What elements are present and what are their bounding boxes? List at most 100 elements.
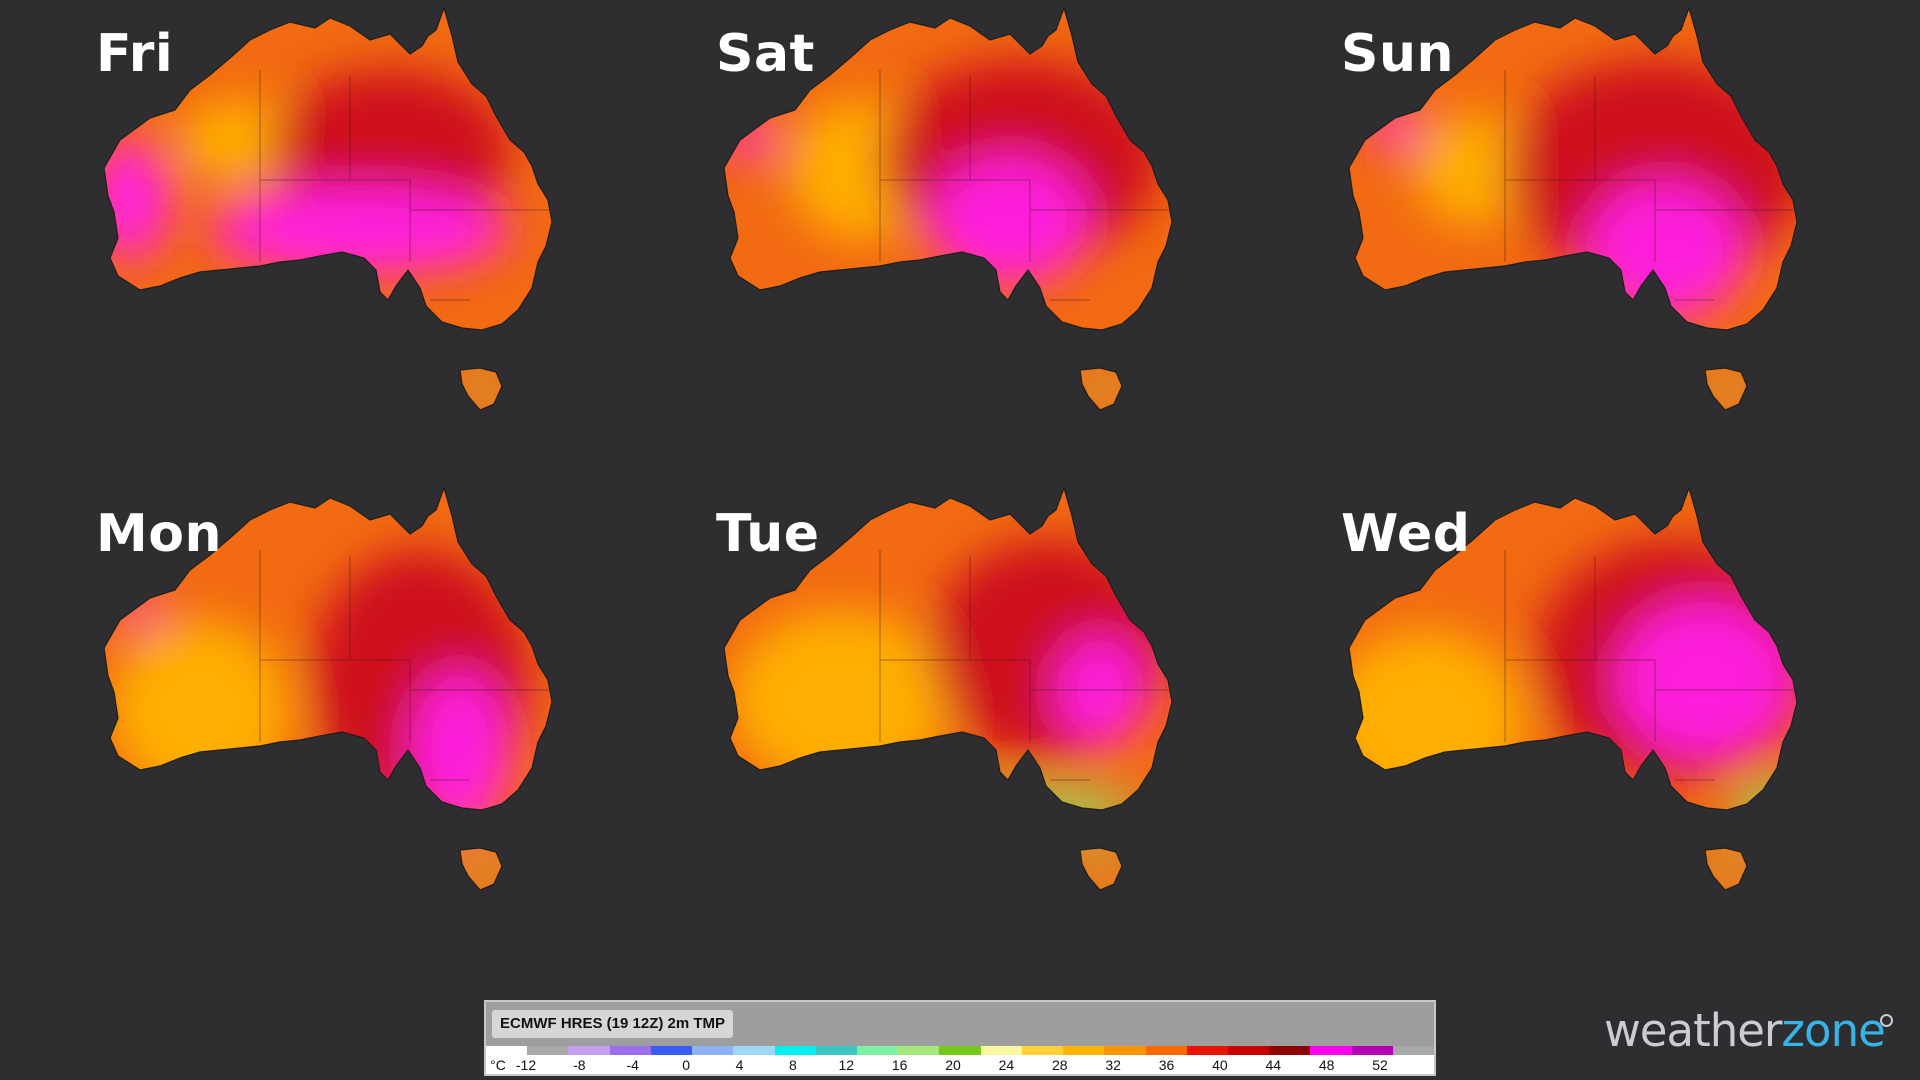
legend-swatches	[486, 1046, 1435, 1055]
legend-swatch	[692, 1046, 734, 1055]
coastline	[1348, 486, 1798, 891]
legend-tick-label: 16	[891, 1057, 908, 1073]
legend-swatch	[898, 1046, 940, 1055]
legend-swatch	[815, 1046, 857, 1055]
day-label: Wed	[1341, 504, 1471, 564]
heat-region	[120, 595, 160, 625]
legend-swatch	[1063, 1046, 1105, 1055]
legend-title: ECMWF HRES (19 12Z) 2m TMP	[492, 1010, 734, 1038]
legend-tick-label: 8	[788, 1057, 797, 1073]
legend-swatch	[527, 1046, 569, 1055]
heat-region	[1585, 180, 1745, 320]
legend-swatch	[1227, 1046, 1270, 1055]
legend-swatch	[1269, 1046, 1311, 1055]
legend-swatch	[1145, 1046, 1187, 1055]
state-borders	[879, 70, 1170, 301]
map-panel-mon: Mon	[90, 480, 650, 960]
coastline	[103, 6, 553, 411]
heat-region	[1370, 110, 1420, 150]
heat-region	[960, 790, 1140, 830]
legend-tick-label: 28	[1051, 1057, 1068, 1073]
map-panel-wed: Wed	[1335, 480, 1895, 960]
legend-swatch	[856, 1046, 899, 1055]
legend-swatch	[733, 1046, 775, 1055]
legend-swatch	[980, 1046, 1022, 1055]
temperature-map	[1348, 6, 1798, 411]
heat-region	[930, 155, 1090, 285]
legend-bar: °C -12 -8 -4 0 4 8 12 16 20 24 28 32 36 40 44 48 52	[486, 1046, 1435, 1074]
legend-swatch	[1021, 1046, 1064, 1055]
day-label: Sat	[716, 24, 815, 84]
heat-region	[104, 140, 170, 260]
day-label: Tue	[716, 504, 820, 564]
tasmania-cool-region	[468, 854, 496, 882]
map-panel-sun: Sun	[1335, 0, 1895, 480]
state-borders	[1504, 70, 1795, 301]
heat-region	[1615, 600, 1795, 760]
state-borders	[259, 70, 550, 301]
temperature-map	[103, 6, 553, 411]
map-panel-tue: Tue	[710, 480, 1270, 960]
legend-swatch	[1351, 1046, 1393, 1055]
day-label: Sun	[1341, 24, 1454, 84]
state-borders	[259, 550, 550, 781]
legend-tick-label: -8	[573, 1057, 586, 1073]
coastline	[1348, 6, 1798, 411]
temperature-legend: ECMWF HRES (19 12Z) 2m TMP °C -12 -8 -4 0 4 8 1…	[484, 1000, 1436, 1076]
legend-tick-label: 32	[1105, 1057, 1121, 1073]
state-borders	[1504, 550, 1795, 781]
legend-swatch	[609, 1046, 651, 1055]
legend-tick-label: -4	[626, 1057, 639, 1073]
weatherzone-logo: weatherzone	[1604, 1004, 1886, 1057]
coastline	[723, 486, 1173, 891]
legend-tick-label: 48	[1318, 1057, 1335, 1073]
temperature-map	[103, 486, 553, 891]
legend-tick-label: 20	[945, 1057, 961, 1073]
legend-swatch	[1186, 1046, 1228, 1055]
tasmania-cool-region	[1713, 374, 1741, 402]
legend-swatch	[1104, 1046, 1146, 1055]
legend-swatch	[939, 1046, 981, 1055]
legend-swatch	[774, 1046, 816, 1055]
map-panel-sat: Sat	[710, 0, 1270, 480]
temperature-map	[1348, 486, 1798, 891]
map-panel-fri: Fri	[90, 0, 650, 480]
legend-tick-label: 24	[998, 1057, 1015, 1073]
legend-tick-label: 12	[838, 1057, 855, 1073]
heat-region	[410, 670, 510, 830]
heat-region	[1055, 635, 1145, 745]
heat-region	[1735, 785, 1797, 835]
brand-ring-icon	[1880, 1014, 1893, 1027]
legend-tick-label: 40	[1212, 1057, 1228, 1073]
tasmania-cool-region	[1713, 854, 1741, 882]
legend-swatch	[1392, 1046, 1435, 1055]
legend-tick-label: -12	[515, 1057, 537, 1073]
heat-region	[180, 100, 300, 180]
temperature-map	[723, 6, 1173, 411]
state-borders	[879, 550, 1170, 781]
coastline	[103, 486, 553, 891]
tasmania-cool-region	[1088, 854, 1116, 882]
legend-tick-label: 0	[682, 1057, 691, 1073]
tasmania-cool-region	[1088, 374, 1116, 402]
temperature-map	[723, 486, 1173, 891]
legend-tick-label: 44	[1265, 1057, 1282, 1073]
legend-swatch	[568, 1046, 610, 1055]
day-label: Fri	[96, 24, 174, 84]
legend-unit: °C	[490, 1057, 506, 1073]
legend-tick-label: 36	[1158, 1057, 1175, 1073]
heat-region	[730, 610, 950, 790]
legend-swatch	[650, 1046, 693, 1055]
brand-zone-text: zone	[1781, 1004, 1885, 1057]
heat-region	[110, 620, 290, 800]
brand-weather-text: weather	[1604, 1004, 1782, 1057]
legend-swatch	[1310, 1046, 1352, 1055]
coastline	[723, 6, 1173, 411]
heat-region	[930, 540, 1170, 760]
legend-tick-label: 4	[735, 1057, 744, 1073]
heat-region	[210, 185, 510, 275]
legend-swatch	[486, 1046, 528, 1055]
tasmania-cool-region	[468, 374, 496, 402]
day-label: Mon	[96, 504, 222, 564]
